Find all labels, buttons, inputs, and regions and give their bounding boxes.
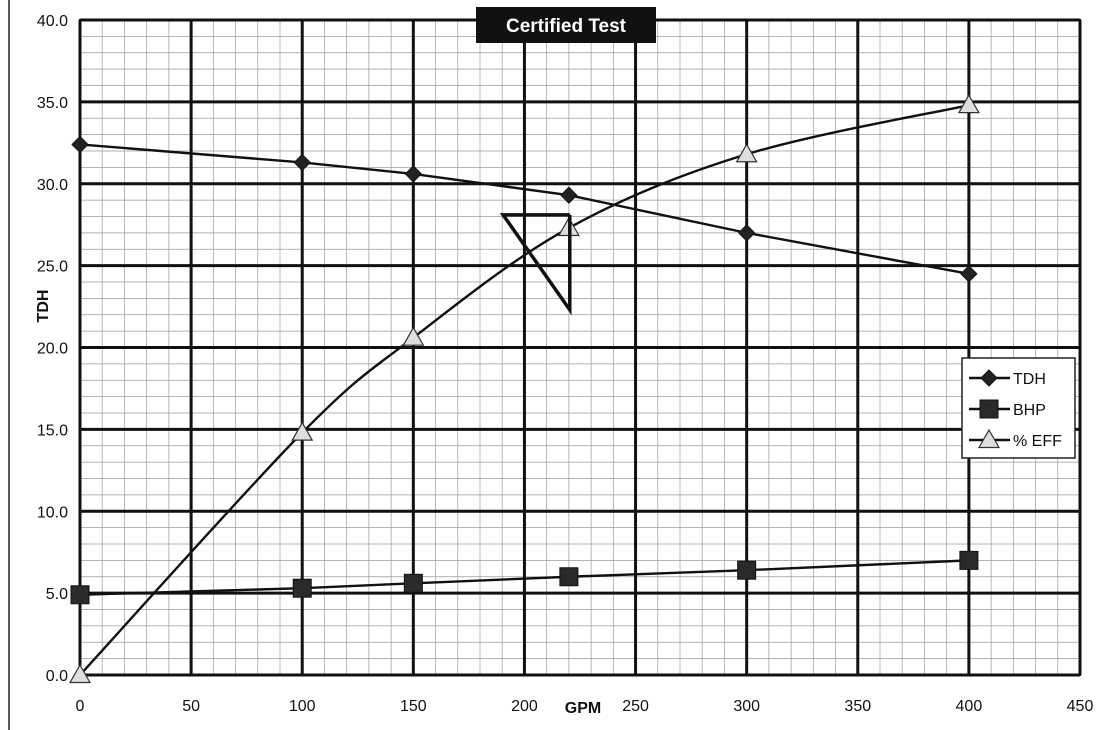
point-bhp	[403, 573, 423, 593]
y-tick-label: 30.0	[37, 177, 68, 194]
chart-title: Certified Test	[506, 16, 627, 37]
legend-label-bhp: BHP	[1013, 402, 1046, 419]
point-bhp	[737, 560, 757, 580]
y-tick-label: 15.0	[37, 422, 68, 439]
y-axis-title: TDH	[35, 290, 52, 323]
point-tdh	[960, 265, 978, 283]
point-eff	[402, 326, 425, 346]
x-tick-label: 200	[511, 698, 538, 715]
annotation-triangle	[499, 213, 572, 316]
series-line-eff	[79, 103, 970, 676]
y-tick-label: 40.0	[37, 13, 68, 30]
point-eff	[735, 143, 758, 163]
x-tick-label: 400	[956, 698, 983, 715]
series-line-tdh	[79, 143, 970, 275]
y-tick-label: 5.0	[46, 586, 68, 603]
legend-marker-eff	[977, 428, 1001, 449]
y-tick-label: 0.0	[46, 668, 68, 685]
x-axis-title: GPM	[565, 700, 601, 717]
chart-title-background	[476, 7, 656, 43]
x-tick-label: 100	[289, 698, 316, 715]
point-tdh	[71, 135, 89, 154]
legend-label-tdh: TDH	[1013, 371, 1046, 388]
x-tick-label: 50	[182, 698, 200, 715]
legend-marker-tdh	[980, 369, 998, 387]
x-tick-label: 0	[76, 698, 85, 715]
x-tick-label: 150	[400, 698, 427, 715]
point-eff	[957, 93, 980, 114]
point-eff	[68, 663, 92, 684]
x-tick-label: 350	[844, 698, 871, 715]
x-tick-label: 450	[1067, 698, 1094, 715]
y-tick-label: 10.0	[37, 504, 68, 521]
annotations	[499, 213, 572, 316]
y-tick-label: 25.0	[37, 259, 68, 276]
point-eff	[291, 421, 314, 441]
legend: TDH BHP % EFF	[961, 357, 1076, 459]
x-tick-label: 300	[733, 698, 760, 715]
point-bhp	[70, 585, 90, 605]
point-bhp	[559, 567, 579, 587]
y-tick-label: 35.0	[37, 95, 68, 112]
series-marks	[68, 93, 980, 684]
legend-marker-bhp	[979, 399, 999, 419]
point-tdh	[404, 165, 423, 183]
point-bhp	[959, 550, 979, 570]
y-tick-label: 20.0	[37, 341, 68, 358]
x-tick-label: 250	[622, 698, 649, 715]
series-line-bhp	[79, 559, 969, 596]
point-tdh	[737, 224, 756, 242]
point-bhp	[292, 578, 312, 598]
legend-label-eff: % EFF	[1013, 433, 1062, 450]
point-tdh	[560, 186, 578, 204]
point-tdh	[293, 153, 311, 172]
